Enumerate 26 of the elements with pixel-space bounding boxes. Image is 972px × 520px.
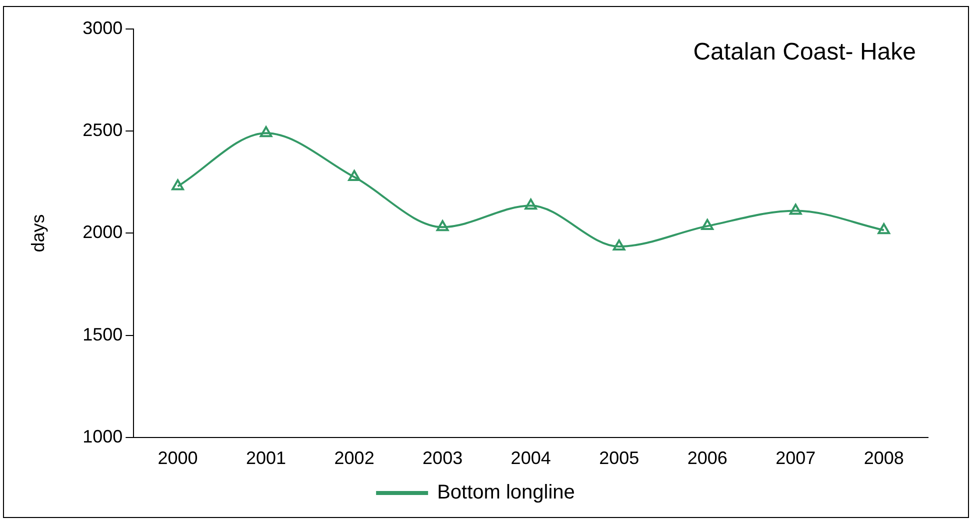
chart-title: Catalan Coast- Hake xyxy=(693,38,916,66)
x-tick-label: 2008 xyxy=(864,448,904,468)
y-tick-label: 3000 xyxy=(82,18,123,38)
point xyxy=(612,239,626,250)
point xyxy=(789,204,802,215)
point xyxy=(701,219,714,230)
point xyxy=(436,220,449,232)
x-tick-label: 2000 xyxy=(158,448,198,468)
point xyxy=(878,223,890,234)
point xyxy=(348,170,360,182)
y-tick-label: 1000 xyxy=(82,426,123,446)
y-tick-label: 2500 xyxy=(82,120,123,140)
point xyxy=(260,126,272,138)
x-tick-label: 2005 xyxy=(599,448,640,468)
x-tick-label: 2002 xyxy=(334,448,374,468)
y-tick-label: 1500 xyxy=(82,324,123,344)
x-tick-label: 2007 xyxy=(776,448,816,468)
x-tick-label: 2003 xyxy=(422,448,463,468)
y-tick-label: 2000 xyxy=(82,222,123,242)
x-tick-label: 2004 xyxy=(510,448,551,468)
point xyxy=(524,198,538,210)
x-tick-label: 2001 xyxy=(246,448,286,468)
x-tick-label: 2006 xyxy=(687,448,728,468)
point xyxy=(172,179,184,190)
legend-label: Bottom longline xyxy=(437,482,575,504)
y-axis-title: days xyxy=(28,214,48,252)
